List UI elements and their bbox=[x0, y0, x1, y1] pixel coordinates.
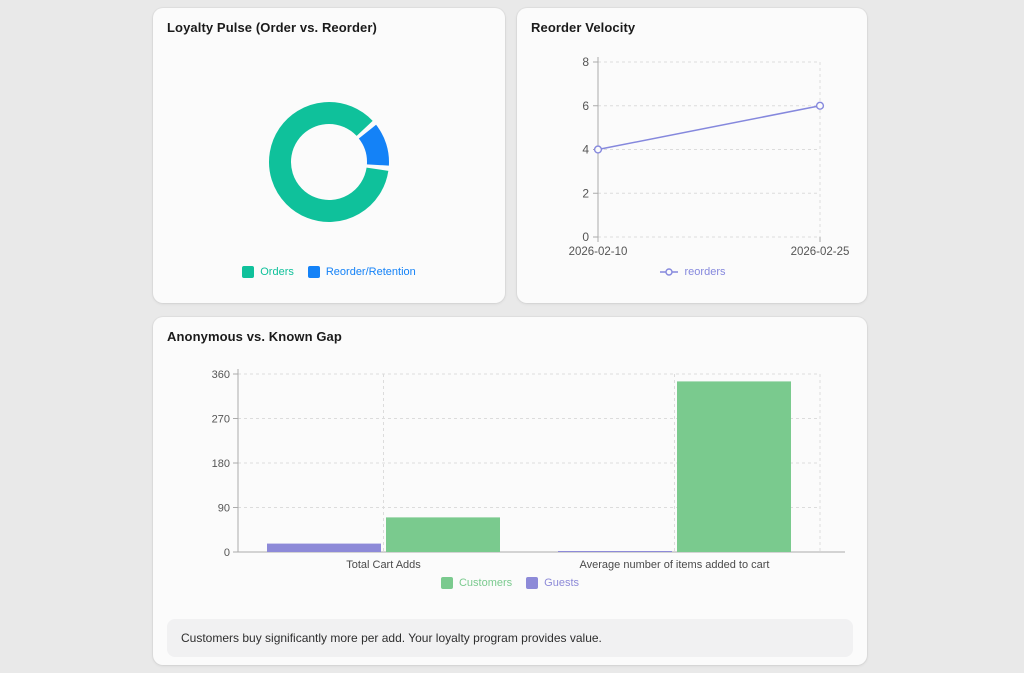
reorder-line-chart[interactable]: 0 2 4 6 8 2026-02-10 2026-02-25 bbox=[517, 8, 867, 303]
orders-swatch-icon bbox=[242, 266, 255, 278]
loyalty-pulse-card: Loyalty Pulse (Order vs. Reorder) Orders… bbox=[153, 8, 505, 303]
reorder-swatch-icon bbox=[307, 266, 320, 278]
reorder-legend-label: Reorder/Retention bbox=[325, 266, 416, 278]
gap-bar-chart[interactable]: 0 90 180 270 360 Total Cart Adds Average numbe… bbox=[153, 317, 867, 665]
bar-customers-1[interactable] bbox=[677, 381, 791, 552]
data-point[interactable] bbox=[593, 145, 603, 154]
anonymous-gap-title: Anonymous vs. Known Gap bbox=[167, 329, 342, 344]
reorder-velocity-card: Reorder Velocity 0 2 4 6 8 2026-02-10 2026-02-… bbox=[517, 8, 867, 303]
gap-legend: Customers Guests bbox=[153, 577, 867, 589]
y-tick-label: 0 bbox=[582, 230, 589, 244]
reorders-legend-label: reorders bbox=[684, 266, 726, 278]
loyalty-donut-chart[interactable] bbox=[249, 82, 409, 242]
insight-text: Customers buy significantly more per add… bbox=[181, 631, 602, 645]
loyalty-legend: Orders Reorder/Retention bbox=[153, 266, 505, 278]
customers-swatch-icon bbox=[440, 577, 453, 589]
orders-legend-label: Orders bbox=[260, 266, 294, 278]
category-label: Average number of items added to cart bbox=[580, 559, 770, 571]
y-tick-label: 360 bbox=[212, 369, 230, 381]
insight-banner: Customers buy significantly more per add… bbox=[167, 619, 853, 657]
velocity-legend: reorders bbox=[517, 266, 867, 278]
donut-segment-reorder-retention[interactable] bbox=[358, 124, 389, 166]
x-tick-label: 2026-02-25 bbox=[791, 246, 850, 258]
y-tick-label: 2 bbox=[582, 186, 589, 200]
bar-guests-0[interactable] bbox=[267, 543, 381, 552]
y-tick-label: 90 bbox=[218, 503, 230, 515]
anonymous-gap-card: Anonymous vs. Known Gap 0 90 180 270 360 Tota… bbox=[153, 317, 867, 665]
loyalty-pulse-title: Loyalty Pulse (Order vs. Reorder) bbox=[167, 20, 377, 35]
legend-item-guests[interactable]: Guests bbox=[526, 577, 579, 589]
y-tick-label: 8 bbox=[582, 55, 589, 69]
bar-guests-1[interactable] bbox=[558, 551, 672, 552]
legend-item-orders[interactable]: Orders bbox=[242, 266, 294, 278]
reorders-legend-marker-icon bbox=[659, 268, 678, 276]
y-tick-label: 180 bbox=[212, 458, 230, 470]
legend-item-reorder[interactable]: Reorder/Retention bbox=[307, 266, 416, 278]
y-tick-label: 6 bbox=[582, 99, 589, 113]
reorders-line[interactable] bbox=[597, 105, 821, 151]
guests-legend-label: Guests bbox=[544, 577, 580, 589]
y-tick-label: 0 bbox=[224, 547, 230, 559]
legend-item-customers[interactable]: Customers bbox=[440, 577, 513, 589]
category-label: Total Cart Adds bbox=[346, 559, 421, 571]
reorder-velocity-title: Reorder Velocity bbox=[531, 20, 636, 35]
data-point[interactable] bbox=[815, 101, 825, 110]
y-tick-label: 270 bbox=[212, 414, 230, 426]
customers-legend-label: Customers bbox=[458, 577, 513, 589]
donut-segment-orders[interactable] bbox=[269, 102, 389, 222]
bar-customers-0[interactable] bbox=[386, 517, 500, 552]
guests-swatch-icon bbox=[526, 577, 539, 589]
legend-item-reorders[interactable]: reorders bbox=[659, 266, 726, 278]
x-tick-label: 2026-02-10 bbox=[569, 246, 628, 258]
y-tick-label: 4 bbox=[582, 143, 589, 157]
